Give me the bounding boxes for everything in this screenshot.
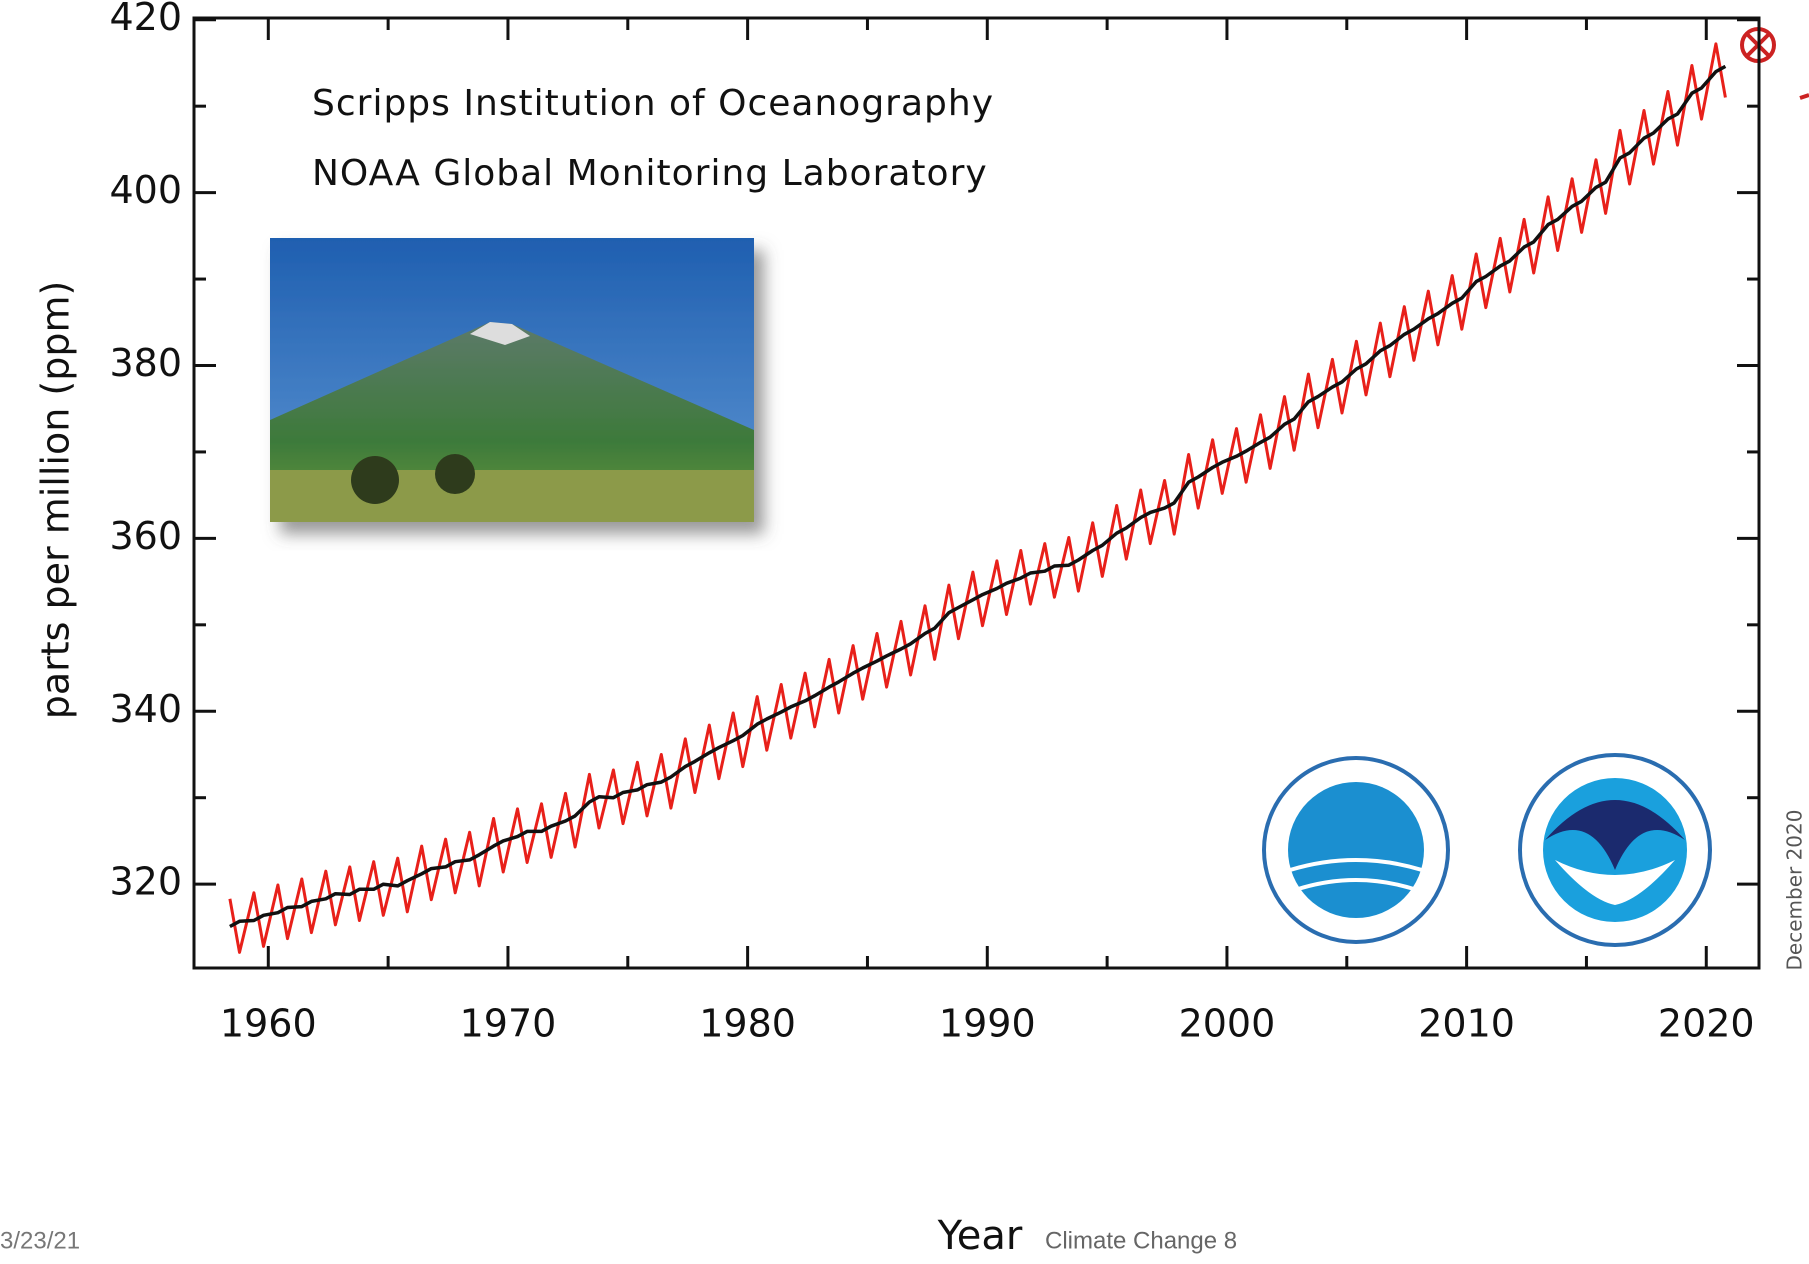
footer-slide: Climate Change 8 bbox=[1045, 1227, 1237, 1254]
y-axis-title: parts per million (ppm) bbox=[34, 281, 78, 720]
y-tick-label: 420 bbox=[109, 0, 182, 39]
footer-date: 3/23/21 bbox=[0, 1227, 80, 1254]
x-tick-label: 1970 bbox=[460, 1002, 557, 1046]
x-tick-label: 1990 bbox=[939, 1002, 1036, 1046]
y-tick-label: 380 bbox=[109, 341, 182, 385]
noaa-logo bbox=[1520, 755, 1710, 945]
x-tick-label: 1980 bbox=[699, 1002, 796, 1046]
annotation: December 2020 bbox=[1783, 810, 1807, 971]
annotation: NOAA Global Monitoring Laboratory bbox=[312, 153, 988, 194]
x-axis-title: Year bbox=[937, 1213, 1023, 1259]
x-tick-label: 1960 bbox=[220, 1002, 317, 1046]
x-tick-label: 2020 bbox=[1658, 1002, 1755, 1046]
y-tick-label: 400 bbox=[109, 168, 182, 212]
slide: Scripps Institution of Oceanography NOAA… bbox=[0, 0, 1809, 1264]
y-tick-label: 320 bbox=[109, 860, 182, 904]
annotation: Scripps Institution of Oceanography bbox=[312, 83, 994, 124]
y-tick-label: 360 bbox=[109, 514, 182, 558]
x-tick-label: 2010 bbox=[1418, 1002, 1515, 1046]
photo bbox=[270, 238, 754, 522]
y-tick-label: 340 bbox=[109, 687, 182, 731]
x-tick-label: 2000 bbox=[1179, 1002, 1276, 1046]
marker bbox=[1742, 29, 1809, 98]
scripps-logo bbox=[1264, 758, 1448, 942]
